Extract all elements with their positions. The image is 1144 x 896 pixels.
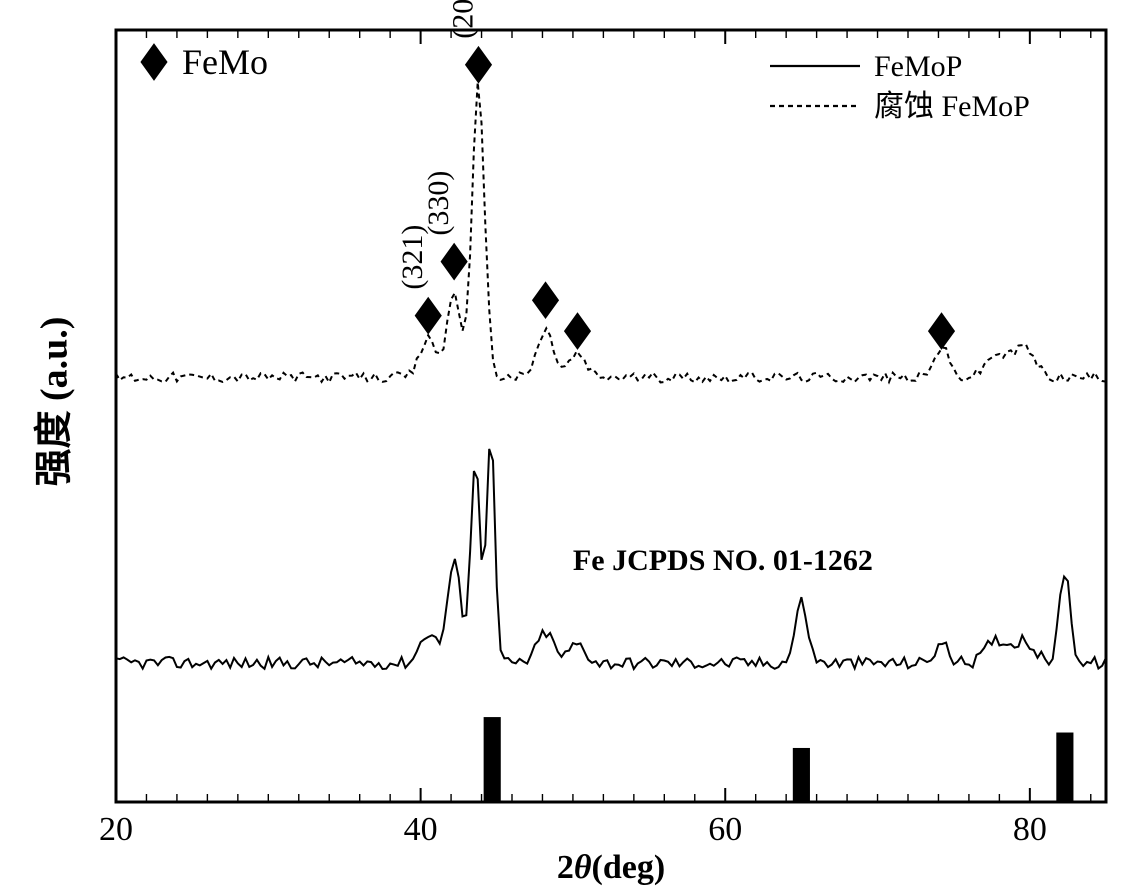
ref-bar (1056, 733, 1073, 802)
miller-index: (330) (422, 171, 455, 236)
ref-bar (484, 717, 501, 802)
ref-label: Fe JCPDS NO. 01-1262 (573, 544, 873, 577)
chart-svg: 204060802θ(deg)Fe JCPDS NO. 01-1262(321)… (0, 0, 1144, 896)
x-tick-label: 20 (99, 811, 133, 848)
legend-label: FeMoP (874, 50, 962, 83)
x-tick-label: 60 (708, 811, 742, 848)
y-axis-label: 强度 (a.u.) (20, 0, 80, 802)
x-axis-label: 2θ(deg) (557, 849, 665, 886)
miller-index: (202) (446, 0, 479, 39)
ref-bar (793, 748, 810, 802)
femo-legend-label: FeMo (182, 42, 268, 82)
x-tick-label: 80 (1013, 811, 1047, 848)
x-tick-label: 40 (404, 811, 438, 848)
xrd-chart: 强度 (a.u.) 20 40 60 80 2θ(deg) Fe JCPDS NO. 01… (0, 0, 1144, 896)
legend-label: 腐蚀 FeMoP (874, 90, 1030, 123)
